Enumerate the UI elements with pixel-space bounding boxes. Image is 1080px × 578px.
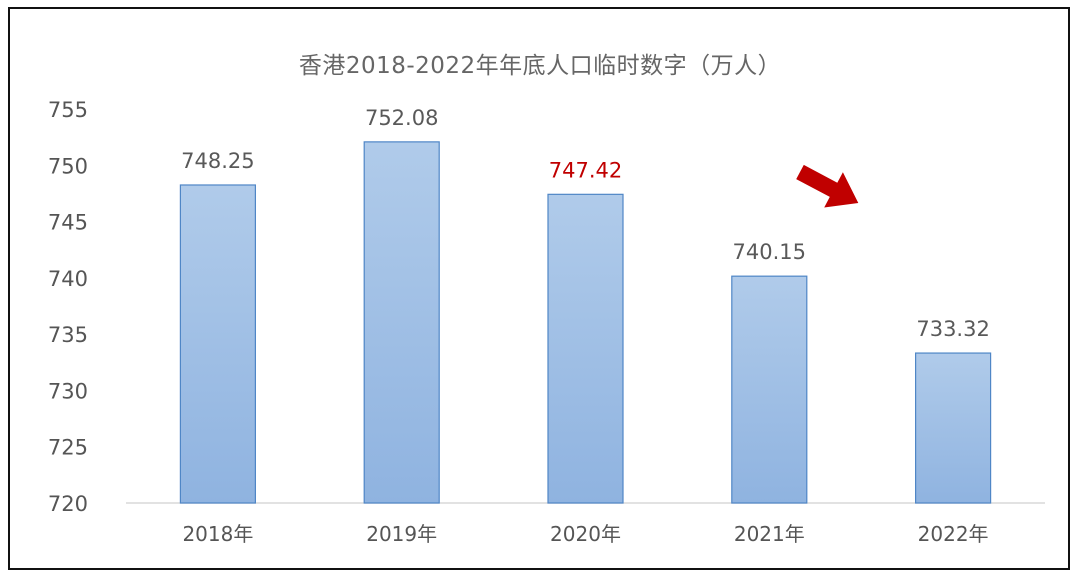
x-category-label: 2020年 <box>550 522 621 546</box>
bar <box>914 352 992 504</box>
y-tick-label: 755 <box>48 98 88 122</box>
y-tick-label: 745 <box>48 211 88 235</box>
y-tick-label: 750 <box>48 154 88 178</box>
x-category-label: 2021年 <box>734 522 805 546</box>
y-tick-label: 740 <box>48 267 88 291</box>
data-labels: 748.25 752.08 747.42 740.15 733.32 <box>181 106 990 341</box>
chart-title: 香港2018-2022年年底人口临时数字（万人） <box>298 53 782 79</box>
x-category-label: 2022年 <box>918 522 989 546</box>
y-tick-label: 735 <box>48 323 88 347</box>
bar <box>731 275 808 504</box>
y-tick-label: 730 <box>48 379 88 403</box>
bar-value-label: 747.42 <box>549 158 622 182</box>
x-axis: 2018年 2019年 2020年 2021年 2022年 <box>182 522 988 546</box>
bars <box>179 141 992 504</box>
x-category-label: 2019年 <box>366 522 437 546</box>
bar <box>179 184 256 504</box>
bar-value-label: 740.15 <box>733 240 806 264</box>
y-tick-label: 725 <box>48 436 88 460</box>
bar-value-label: 748.25 <box>181 149 254 173</box>
bar-value-label: 733.32 <box>916 317 989 341</box>
y-tick-label: 720 <box>48 492 88 516</box>
bar <box>363 141 440 504</box>
trend-arrow <box>796 164 859 208</box>
bar <box>547 193 624 504</box>
x-category-label: 2018年 <box>182 522 253 546</box>
y-axis: 720 725 730 735 740 745 750 755 <box>48 98 88 516</box>
bar-value-label: 752.08 <box>365 106 438 130</box>
